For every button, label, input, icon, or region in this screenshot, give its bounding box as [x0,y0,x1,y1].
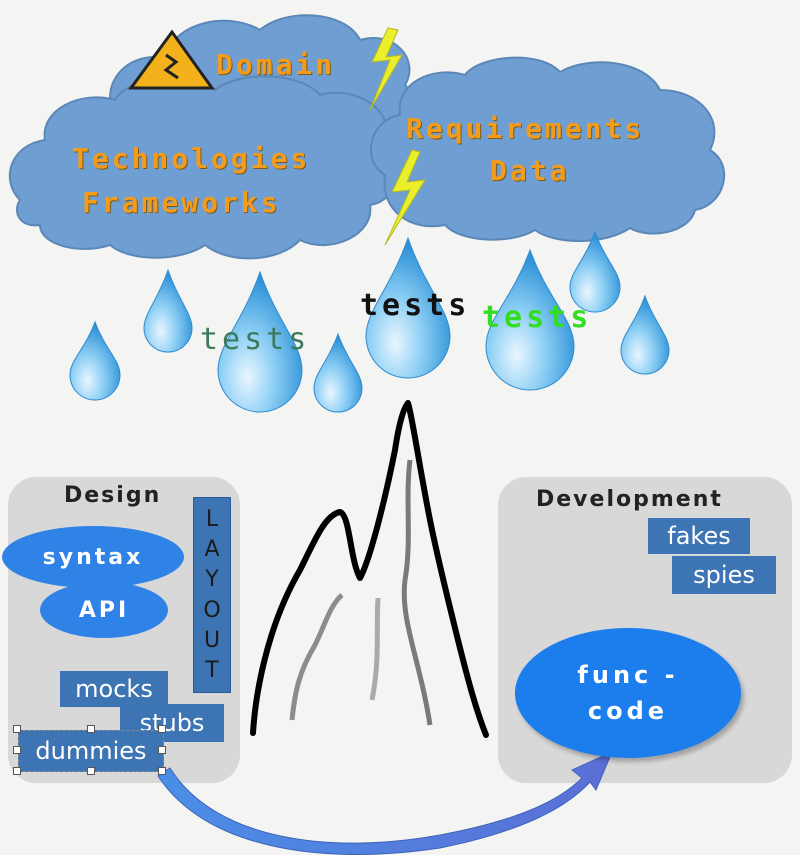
tests-label-middle: tests [360,288,471,323]
fakes-tag: fakes [648,518,750,554]
layout-letter: O [203,597,221,623]
code-label: code [587,697,669,725]
dummies-tag[interactable]: dummies [18,730,164,772]
mocks-label: mocks [75,675,153,703]
selection-handle[interactable] [87,725,95,733]
requirements-cloud [369,56,726,242]
data-label: Data [490,154,570,187]
lightning-bolt-middle-icon [384,149,426,246]
layout-letter: T [205,658,219,684]
mountain [250,400,489,738]
tests-label-left: tests [200,322,311,357]
raindrop-icon [143,268,193,353]
layout-letter: L [205,506,219,532]
api-label: API [78,597,130,623]
selection-handle[interactable] [158,746,166,754]
mocks-tag: mocks [60,671,168,707]
fakes-label: fakes [667,522,731,550]
domain-label: Domain [216,48,336,81]
func-label: func - [577,661,679,689]
layout-box: L A Y O U T [193,497,231,693]
spies-label: spies [693,561,755,589]
curved-arrow [157,751,613,855]
selection-handle[interactable] [13,746,21,754]
func-code-ellipse: func - code [515,628,741,758]
selection-handle[interactable] [87,767,95,775]
dummies-label: dummies [35,737,147,765]
raindrop-icon [365,236,451,379]
lightning-bolt-top-icon [369,27,403,111]
requirements-label: Requirements [406,112,645,145]
raindrop-icon [69,320,121,401]
raindrop-icon [569,230,621,313]
layout-letter: A [204,536,220,562]
selection-handle[interactable] [158,767,166,775]
api-ellipse: API [40,582,168,638]
warning-sign-icon [128,29,215,90]
raindrop-icon [485,248,575,391]
raindrop-icon [620,294,670,375]
raindrops [69,230,670,413]
design-title: Design [64,483,162,508]
development-title: Development [536,487,723,512]
syntax-ellipse: syntax [2,526,184,588]
frameworks-label: Frameworks [82,186,281,219]
technologies-label: Technologies [72,142,311,175]
requirements-cloud-shape [369,56,726,242]
selection-handle[interactable] [158,725,166,733]
layout-letter: Y [205,567,219,593]
syntax-label: syntax [42,544,144,570]
selection-handle[interactable] [13,767,21,775]
layout-letter: U [203,627,221,653]
selection-handle[interactable] [13,725,21,733]
tests-label-right: tests [482,300,593,335]
raindrop-icon [217,270,303,413]
raindrop-icon [313,332,363,413]
spies-tag: spies [672,556,776,594]
